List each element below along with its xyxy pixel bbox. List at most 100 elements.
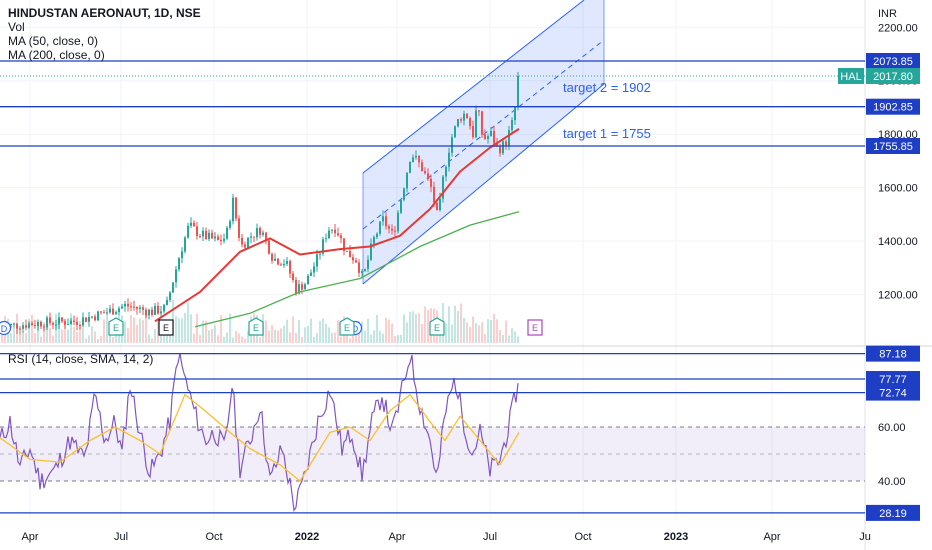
ticker-tag	[838, 67, 864, 84]
volume-bar	[43, 322, 45, 343]
candle-body	[199, 236, 201, 238]
volume-bar	[493, 313, 495, 343]
volume-bar	[94, 331, 96, 343]
candle-body	[469, 118, 471, 127]
volume-bar	[502, 334, 504, 343]
earnings-marker-0[interactable]	[108, 317, 124, 336]
candle-body	[52, 322, 54, 325]
candle-body	[514, 107, 516, 121]
candle-body	[73, 320, 75, 322]
last-price-tag	[866, 67, 920, 84]
price-axis-tick-5: 1200.00	[878, 290, 918, 302]
candle-body	[475, 110, 477, 138]
candle-body	[112, 308, 114, 315]
volume-bar	[238, 333, 240, 343]
earnings-marker-latest-reported[interactable]	[158, 319, 174, 336]
candle-body	[418, 155, 420, 163]
volume-bar	[25, 332, 27, 343]
candle-body	[121, 306, 123, 309]
time-axis-tick-6: Oct	[574, 531, 591, 543]
candle-body	[436, 202, 438, 211]
event-markers[interactable]: D DE E E EE E	[0, 317, 543, 336]
volume-bar	[316, 333, 318, 343]
candle-body	[307, 275, 309, 285]
candle-body	[295, 279, 297, 294]
volume-bar	[508, 335, 510, 343]
candle-body	[319, 253, 321, 255]
volume-bar	[37, 322, 39, 343]
candle-body	[415, 155, 417, 158]
candle-body	[481, 111, 483, 135]
earnings-marker-upcoming[interactable]	[527, 319, 543, 336]
candle-body	[286, 260, 288, 264]
trend-channel[interactable]	[362, 0, 605, 285]
price-level-tag-1	[866, 98, 920, 115]
volume-bar	[196, 313, 198, 343]
volume-indicator-label[interactable]: Vol	[8, 20, 25, 34]
volume-bar	[52, 335, 54, 343]
candle-body	[352, 257, 354, 261]
dividend-marker-0[interactable]	[0, 320, 12, 336]
candle-body	[19, 328, 21, 330]
volume-bar	[301, 337, 303, 343]
volume-bar	[136, 324, 138, 343]
volume-bar	[463, 317, 465, 343]
candle-body	[136, 306, 138, 309]
volume-bar	[307, 326, 309, 343]
ma200-indicator-label[interactable]: MA (200, close, 0)	[8, 48, 105, 62]
ma50-indicator-label[interactable]: MA (50, close, 0)	[8, 34, 99, 48]
volume-bar	[235, 330, 237, 343]
rsi-series	[0, 352, 865, 514]
candle-body	[64, 321, 66, 325]
candle-body	[70, 320, 72, 325]
volume-bar	[277, 330, 279, 343]
volume-bar	[280, 328, 282, 343]
volume-bar	[133, 317, 135, 343]
volume-bar	[226, 332, 228, 343]
candle-body	[58, 317, 60, 325]
candle-body	[181, 251, 183, 259]
candle-body	[349, 250, 351, 258]
volume-bar	[214, 325, 216, 343]
earnings-marker-2[interactable]	[339, 317, 355, 336]
candle-body	[433, 186, 435, 203]
time-axis-tick-2: Oct	[205, 531, 222, 543]
volume-bar	[223, 336, 225, 343]
candle-body	[157, 305, 159, 314]
candlestick-series	[1, 71, 519, 335]
volume-bar	[298, 320, 300, 343]
candle-body	[262, 232, 264, 235]
candle-body	[388, 226, 390, 229]
target-2-label: target 2 = 1902	[563, 80, 651, 95]
horizontal-levels[interactable]	[0, 60, 865, 147]
time-axis-tick-5: Jul	[483, 531, 497, 543]
price-axis[interactable]: 2200.002000.001800.001600.001400.001200.…	[878, 22, 918, 488]
candle-body	[391, 228, 393, 231]
candle-body	[37, 321, 39, 327]
time-axis[interactable]: Apr Jul Oct 2022 Apr Jul Oct 2023 Apr Ju	[21, 531, 870, 543]
volume-bar	[127, 328, 129, 343]
candle-body	[97, 311, 99, 321]
volume-bar	[70, 313, 72, 343]
candle-body	[460, 119, 462, 121]
time-axis-tick-9: Ju	[859, 531, 871, 543]
volume-bar	[157, 319, 159, 343]
earnings-marker-3[interactable]	[429, 317, 445, 336]
volume-bar	[274, 329, 276, 343]
candle-body	[337, 233, 339, 236]
candle-body	[151, 309, 153, 315]
symbol-title[interactable]: HINDUSTAN AERONAUT, 1D, NSE	[8, 6, 201, 20]
earnings-marker-text-1: E	[253, 323, 259, 333]
volume-bar	[337, 320, 339, 343]
earnings-marker-1[interactable]	[248, 317, 264, 336]
candle-body	[175, 269, 177, 283]
volume-bar	[67, 329, 69, 343]
candle-body	[172, 282, 174, 293]
time-axis-tick-3: 2022	[295, 531, 319, 543]
candle-body	[451, 137, 453, 153]
volume-bar	[181, 318, 183, 343]
candle-body	[232, 197, 234, 222]
volume-bar	[199, 334, 201, 343]
candle-body	[13, 323, 15, 325]
